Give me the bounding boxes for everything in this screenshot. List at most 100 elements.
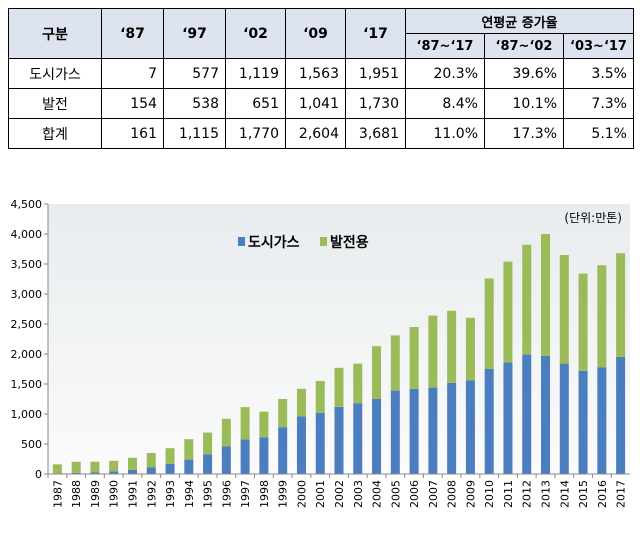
bar-segment-city-gas	[241, 439, 250, 474]
table-row: 발전 154 538 651 1,041 1,730 8.4% 10.1% 7.…	[9, 89, 634, 119]
growth-cell: 5.1%	[564, 119, 634, 149]
bar-segment-power	[428, 316, 437, 388]
table-cell: 1,041	[286, 89, 346, 119]
header-year: ‘17	[346, 9, 406, 59]
x-tick-label: 1999	[277, 480, 290, 508]
x-tick-label: 2012	[521, 480, 534, 508]
bar-segment-power	[522, 245, 531, 355]
bar-segment-power	[278, 399, 287, 427]
x-tick-label: 1992	[145, 480, 158, 508]
bar-segment-power	[560, 255, 569, 364]
bar-segment-power	[447, 311, 456, 383]
bar-segment-city-gas	[560, 364, 569, 474]
bar-segment-city-gas	[541, 356, 550, 474]
bar-segment-city-gas	[166, 464, 175, 474]
bar-segment-city-gas	[503, 362, 512, 474]
legend-swatch	[320, 237, 327, 246]
x-tick-label: 2006	[408, 480, 421, 508]
growth-cell: 8.4%	[406, 89, 485, 119]
y-axis: 05001,0001,5002,0002,5003,0003,5004,0004…	[11, 198, 49, 481]
summary-table-container: 구분 ‘87 ‘97 ‘02 ‘09 ‘17 연평균 증가율 ‘87~‘17 ‘…	[8, 8, 633, 149]
table-cell: 2,604	[286, 119, 346, 149]
header-growth-rate: 연평균 증가율	[406, 9, 634, 34]
table-row: 합계 161 1,115 1,770 2,604 3,681 11.0% 17.…	[9, 119, 634, 149]
bar-segment-power	[316, 381, 325, 413]
bar-segment-power	[503, 262, 512, 363]
x-tick-label: 1991	[126, 480, 139, 508]
bar-segment-city-gas	[447, 383, 456, 474]
bar-segment-power	[109, 461, 118, 472]
table-cell: 154	[102, 89, 164, 119]
growth-cell: 7.3%	[564, 89, 634, 119]
x-tick-label: 2000	[295, 480, 308, 508]
header-year: ‘97	[164, 9, 226, 59]
table-cell: 3,681	[346, 119, 406, 149]
x-tick-label: 2005	[389, 480, 402, 508]
table-cell: 1,119	[226, 59, 286, 89]
bar-segment-power	[597, 265, 606, 367]
bar-segment-power	[184, 439, 193, 459]
bar-segment-city-gas	[428, 388, 437, 474]
bar-segment-power	[259, 412, 268, 438]
x-tick-label: 2011	[502, 480, 515, 508]
growth-cell: 10.1%	[485, 89, 564, 119]
x-tick-label: 1998	[258, 480, 271, 508]
x-tick-label: 1994	[183, 480, 196, 508]
bar-segment-power	[541, 234, 550, 356]
y-tick-label: 2,500	[11, 318, 43, 331]
x-tick-label: 2010	[483, 480, 496, 508]
bar-segment-power	[579, 274, 588, 371]
header-year: ‘02	[226, 9, 286, 59]
header-year: ‘09	[286, 9, 346, 59]
bar-segment-power	[222, 419, 231, 447]
header-year: ‘87	[102, 9, 164, 59]
bar-segment-city-gas	[278, 427, 287, 474]
y-tick-label: 4,500	[11, 198, 43, 211]
x-tick-label: 2017	[615, 480, 628, 508]
y-tick-label: 1,500	[11, 378, 43, 391]
bar-segment-city-gas	[222, 446, 231, 474]
bar-segment-power	[72, 462, 81, 473]
table-cell: 1,730	[346, 89, 406, 119]
header-growth-period: ‘03~‘17	[564, 34, 634, 59]
bar-segment-city-gas	[128, 470, 137, 474]
table-cell: 1,951	[346, 59, 406, 89]
bar-segment-power	[466, 318, 475, 380]
growth-cell: 17.3%	[485, 119, 564, 149]
table-cell: 1,115	[164, 119, 226, 149]
growth-cell: 39.6%	[485, 59, 564, 89]
x-tick-label: 1996	[220, 480, 233, 508]
bar-segment-city-gas	[485, 369, 494, 474]
bar-segment-city-gas	[372, 399, 381, 474]
x-tick-label: 1990	[108, 480, 121, 508]
bar-segment-city-gas	[334, 407, 343, 474]
legend-swatch	[238, 237, 245, 246]
x-tick-label: 2007	[427, 480, 440, 508]
x-tick-label: 2009	[464, 480, 477, 508]
bar-segment-power	[241, 407, 250, 439]
growth-cell: 3.5%	[564, 59, 634, 89]
x-tick-label: 1988	[70, 480, 83, 508]
bar-segment-power	[353, 364, 362, 404]
chart-canvas: 05001,0001,5002,0002,5003,0003,5004,0004…	[0, 190, 640, 530]
header-growth-period: ‘87~‘17	[406, 34, 485, 59]
x-tick-label: 1997	[239, 480, 252, 508]
x-tick-label: 2008	[446, 480, 459, 508]
bar-segment-power	[90, 462, 99, 473]
x-tick-label: 1993	[164, 480, 177, 508]
x-tick-label: 2016	[596, 480, 609, 508]
row-label: 합계	[9, 119, 102, 149]
bar-segment-power	[616, 253, 625, 357]
bar-segment-city-gas	[597, 367, 606, 474]
y-tick-label: 3,000	[11, 288, 43, 301]
table-cell: 651	[226, 89, 286, 119]
x-tick-label: 2002	[333, 480, 346, 508]
x-tick-label: 1989	[89, 480, 102, 508]
header-category: 구분	[9, 9, 102, 59]
bar-segment-power	[410, 327, 419, 389]
bar-segment-city-gas	[391, 391, 400, 474]
x-tick-label: 2004	[371, 480, 384, 508]
growth-cell: 20.3%	[406, 59, 485, 89]
bar-segment-power	[297, 389, 306, 417]
